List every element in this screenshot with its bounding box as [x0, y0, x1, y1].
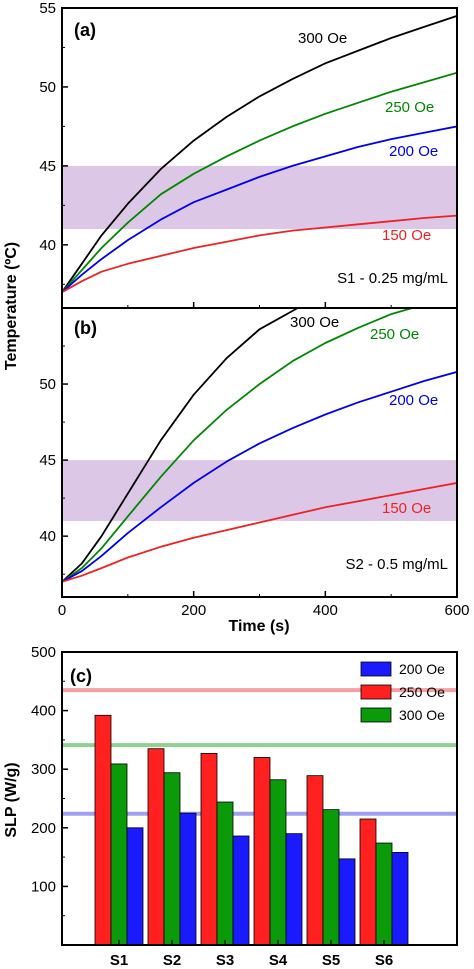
x-tick-label: 600	[444, 602, 469, 619]
panel-c-legend: 200 Oe 250 Oe 300 Oe	[360, 661, 445, 723]
y-tick-label: 400	[31, 703, 56, 720]
bar-s6-300-oe	[375, 842, 393, 946]
legend-label: 250 Oe	[399, 684, 445, 700]
series-line-200-oe	[62, 125, 457, 293]
bar-s2-250-oe	[147, 748, 165, 946]
panel-b-label-300: 300 Oe	[290, 314, 339, 331]
legend-swatch	[360, 707, 392, 723]
legend-swatch	[360, 661, 392, 677]
y-tick-label: 45	[39, 452, 56, 469]
bar-s4-300-oe	[269, 779, 287, 946]
y-tick-label: 300	[31, 761, 56, 778]
bar-s4-250-oe	[253, 757, 271, 946]
y-tick-label: 40	[39, 528, 56, 545]
x-tick-label: 0	[58, 602, 66, 619]
series-line-200-oe	[62, 371, 457, 583]
y-tick-label: 50	[39, 79, 56, 96]
comfort-band	[62, 460, 457, 521]
bar-s2-300-oe	[163, 772, 181, 946]
series-line-250-oe	[62, 71, 457, 293]
panel-b-label-200: 200 Oe	[389, 392, 438, 409]
category-label: S4	[269, 952, 288, 969]
panel-b-label: (b)	[74, 318, 97, 338]
panel-c-bars: S1 S2 S3 S4 S5 S6	[94, 714, 409, 969]
bar-s5-200-oe	[338, 858, 356, 946]
panel-b-label-250: 250 Oe	[370, 326, 419, 343]
panel-a-series	[62, 15, 457, 293]
slp-axis-title: SLP (W/g)	[3, 762, 20, 837]
bar-s3-300-oe	[216, 801, 234, 946]
panel-c-ticks: 100 200 300 400 500	[31, 644, 385, 945]
panel-b-series	[62, 308, 457, 583]
panel-b-line-chart: 40 45 50 0 200 400 600 (b) S2 - 0.5 mg/mL 300 …	[39, 307, 470, 619]
bar-s6-200-oe	[391, 852, 409, 946]
legend-swatch	[360, 684, 392, 700]
legend-label: 200 Oe	[399, 661, 445, 677]
bar-s4-200-oe	[285, 833, 303, 946]
comfort-band	[62, 165, 457, 230]
panel-b-frame	[61, 307, 458, 598]
panel-a-label-150: 150 Oe	[382, 227, 431, 244]
y-tick-label: 100	[31, 878, 56, 895]
category-label: S6	[375, 952, 393, 969]
bar-s2-200-oe	[179, 812, 197, 946]
temperature-axis-title: Temperature (ºC)	[3, 242, 20, 370]
y-tick-label: 200	[31, 820, 56, 837]
y-tick-label: 50	[39, 376, 56, 393]
panel-b-ticks: 40 45 50 0 200 400 600	[39, 345, 470, 619]
panel-a-label: (a)	[74, 20, 96, 40]
x-tick-label: 400	[313, 602, 338, 619]
panel-c-label: (c)	[70, 666, 92, 686]
bar-s3-250-oe	[200, 752, 218, 946]
series-line-250-oe	[62, 308, 416, 583]
bar-s5-300-oe	[322, 809, 340, 946]
bar-s6-250-oe	[359, 818, 377, 946]
panel-a-line-chart: 40 45 50 55 (a) S1 - 0.25 mg/mL 300 Oe 250 …	[39, 0, 458, 309]
category-label: S5	[322, 952, 340, 969]
series-line-150-oe	[62, 214, 457, 293]
y-tick-label: 45	[39, 158, 56, 175]
y-tick-label: 55	[39, 0, 56, 17]
bar-s3-200-oe	[232, 835, 250, 946]
panel-b-sample-label: S2 - 0.5 mg/mL	[345, 556, 448, 573]
panel-a-label-300: 300 Oe	[298, 30, 347, 47]
category-label: S1	[110, 952, 128, 969]
panel-a-band	[62, 165, 457, 230]
category-label: S3	[216, 952, 234, 969]
y-tick-label: 40	[39, 237, 56, 254]
panel-a-ticks: 40 45 50 55	[39, 0, 458, 308]
series-line-300-oe	[62, 15, 457, 293]
bar-s1-200-oe	[126, 827, 144, 946]
bar-s1-300-oe	[110, 763, 128, 946]
panel-c-bar-chart: S1 S2 S3 S4 S5 S6 100 200 300 400 500 200 Oe 250 O…	[3, 644, 458, 969]
category-label: S2	[163, 952, 181, 969]
y-tick-label: 500	[31, 644, 56, 661]
panel-a-sample-label: S1 - 0.25 mg/mL	[337, 270, 448, 287]
panel-a-label-200: 200 Oe	[389, 143, 438, 160]
legend-label: 300 Oe	[399, 707, 445, 723]
panel-b-band	[62, 460, 457, 521]
bar-s1-250-oe	[94, 714, 112, 946]
x-tick-label: 200	[181, 602, 206, 619]
panel-b-label-150: 150 Oe	[382, 500, 431, 517]
panel-a-label-250: 250 Oe	[385, 99, 434, 116]
series-line-150-oe	[62, 482, 457, 583]
bar-s5-250-oe	[306, 775, 324, 946]
time-axis-title: Time (s)	[228, 618, 289, 635]
series-line-300-oe	[62, 308, 300, 583]
